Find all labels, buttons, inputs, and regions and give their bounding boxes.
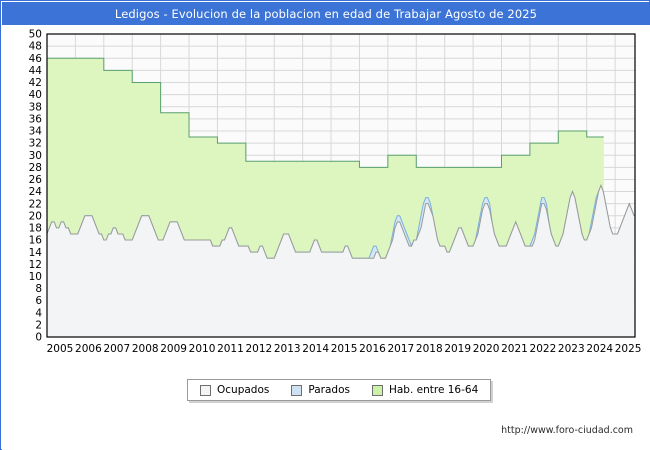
x-axis-tick-label: 2006 xyxy=(75,343,102,355)
legend-label: Parados xyxy=(308,384,350,396)
x-axis-tick-label: 2019 xyxy=(444,343,471,355)
y-axis-tick-label: 46 xyxy=(29,53,43,65)
x-axis-tick-label: 2009 xyxy=(160,343,187,355)
y-axis-tick-label: 24 xyxy=(29,186,43,198)
chart-canvas: FORO-CIUDAD.COM0246810121416182022242628… xyxy=(2,25,650,450)
chart-legend: Ocupados Parados Hab. entre 16-64 xyxy=(187,379,492,401)
x-axis-tick-label: 2025 xyxy=(615,343,642,355)
x-axis-tick-label: 2022 xyxy=(530,343,557,355)
y-axis-tick-label: 12 xyxy=(29,259,42,271)
x-axis-tick-label: 2014 xyxy=(302,343,329,355)
x-axis-tick-label: 2016 xyxy=(359,343,386,355)
legend-item-1: Parados xyxy=(291,384,350,396)
x-axis-tick-label: 2013 xyxy=(274,343,301,355)
x-axis-tick-label: 2017 xyxy=(388,343,415,355)
x-axis-tick-label: 2008 xyxy=(132,343,159,355)
x-axis-tick-label: 2005 xyxy=(47,343,74,355)
x-axis-tick-label: 2020 xyxy=(473,343,500,355)
y-axis-tick-label: 14 xyxy=(29,247,43,259)
y-axis-tick-label: 28 xyxy=(29,162,42,174)
y-axis-tick-label: 34 xyxy=(29,126,43,138)
series-line-hab-16-64 xyxy=(47,57,604,168)
y-axis-tick-label: 50 xyxy=(29,29,42,41)
y-axis-tick-label: 42 xyxy=(29,77,42,89)
legend-item-2: Hab. entre 16-64 xyxy=(371,384,479,396)
y-axis-tick-label: 22 xyxy=(29,198,42,210)
x-axis-tick-label: 2024 xyxy=(586,343,613,355)
y-axis-tick-label: 26 xyxy=(29,174,43,186)
legend-swatch-icon xyxy=(291,384,303,396)
x-axis-tick-label: 2007 xyxy=(103,343,130,355)
window-title-bar: Ledigos - Evolucion de la poblacion en e… xyxy=(2,2,650,25)
y-axis-tick-label: 36 xyxy=(29,113,43,125)
x-axis-tick-label: 2011 xyxy=(217,343,244,355)
y-axis-tick-label: 40 xyxy=(29,89,42,101)
y-axis-tick-label: 20 xyxy=(29,210,42,222)
x-axis-tick-label: 2012 xyxy=(245,343,272,355)
legend-swatch-icon xyxy=(200,384,211,396)
y-axis-tick-label: 30 xyxy=(29,150,42,162)
y-axis-tick-label: 44 xyxy=(29,65,43,77)
x-axis-tick-label: 2018 xyxy=(416,343,443,355)
y-axis-tick-label: 2 xyxy=(35,319,42,331)
y-axis-tick-label: 10 xyxy=(29,271,42,283)
y-axis-tick-label: 0 xyxy=(35,332,42,344)
series-line-ocupados xyxy=(46,184,635,259)
y-axis-tick-label: 6 xyxy=(35,295,42,307)
y-axis-tick-label: 4 xyxy=(35,307,42,319)
y-axis-tick-label: 18 xyxy=(29,223,42,235)
y-axis-tick-label: 8 xyxy=(35,283,42,295)
page-title: Ledigos - Evolucion de la poblacion en e… xyxy=(114,6,538,21)
legend-label: Ocupados xyxy=(217,384,270,396)
x-axis-tick-label: 2010 xyxy=(189,343,216,355)
plot-frame xyxy=(46,33,636,338)
y-axis-tick-label: 48 xyxy=(29,41,42,53)
y-axis-tick-label: 32 xyxy=(29,138,42,150)
y-axis-tick-label: 38 xyxy=(29,101,42,113)
population-chart: FORO-CIUDAD.COM0246810121416182022242628… xyxy=(29,29,642,355)
y-axis-tick-label: 16 xyxy=(29,235,43,247)
source-url: http://www.foro-ciudad.com xyxy=(501,425,633,436)
legend-label: Hab. entre 16-64 xyxy=(388,384,479,396)
series-area-ocupados xyxy=(47,185,635,337)
legend-item-0: Ocupados xyxy=(200,384,269,396)
legend-swatch-icon xyxy=(371,384,383,396)
x-axis-tick-label: 2023 xyxy=(558,343,585,355)
x-axis-tick-label: 2021 xyxy=(501,343,528,355)
x-axis-tick-label: 2015 xyxy=(331,343,358,355)
